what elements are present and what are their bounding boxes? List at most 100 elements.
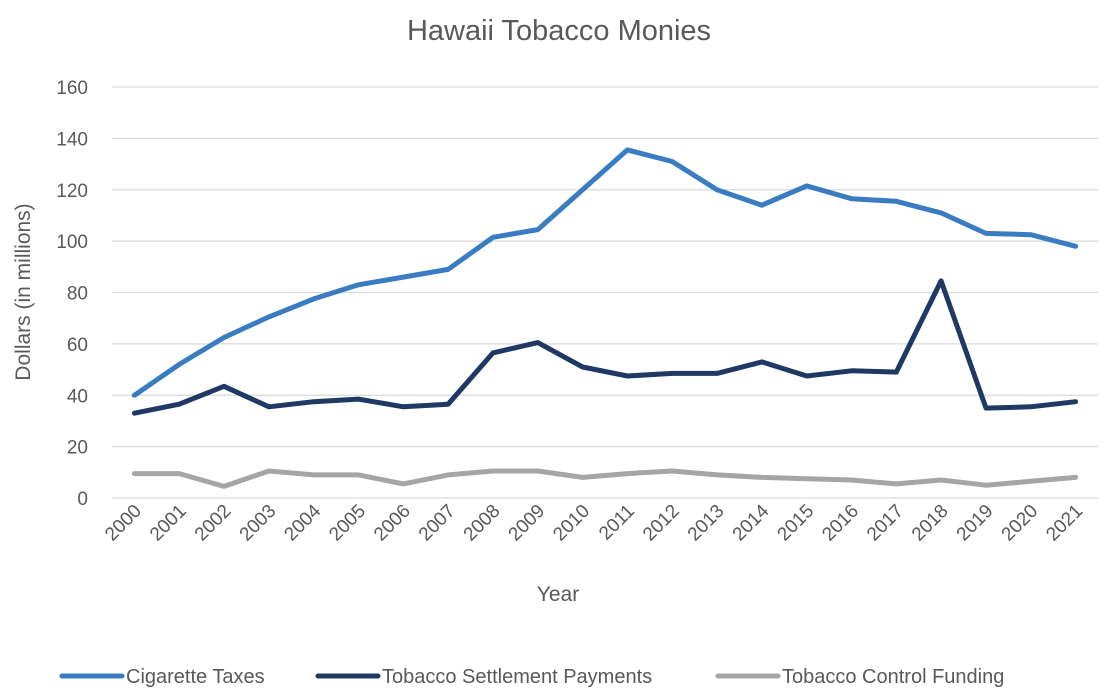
data-point bbox=[894, 481, 899, 486]
series-lines bbox=[131, 147, 1079, 489]
x-tick-label: 2016 bbox=[818, 501, 863, 546]
data-point bbox=[580, 364, 585, 369]
data-point bbox=[266, 469, 271, 474]
x-tick-label: 2009 bbox=[505, 501, 550, 546]
data-point bbox=[356, 397, 361, 402]
y-tick-label: 20 bbox=[67, 438, 88, 459]
x-tick-label: 2002 bbox=[191, 501, 236, 546]
x-tick-label: 2019 bbox=[953, 501, 998, 546]
y-tick-label: 40 bbox=[67, 386, 88, 407]
data-point bbox=[222, 384, 227, 389]
y-tick-label: 120 bbox=[56, 181, 88, 202]
data-point bbox=[849, 368, 854, 373]
data-point bbox=[804, 476, 809, 481]
data-point bbox=[401, 481, 406, 486]
data-point bbox=[311, 472, 316, 477]
data-point bbox=[670, 371, 675, 376]
y-tick-label: 140 bbox=[56, 129, 88, 150]
data-point bbox=[670, 159, 675, 164]
data-point bbox=[132, 393, 137, 398]
data-point bbox=[939, 210, 944, 215]
x-tick-label: 2006 bbox=[370, 501, 415, 546]
data-point bbox=[983, 231, 988, 236]
data-point bbox=[939, 278, 944, 283]
x-tick-label: 2004 bbox=[280, 500, 325, 545]
data-point bbox=[1028, 232, 1033, 237]
x-tick-label: 2007 bbox=[415, 501, 460, 546]
data-point bbox=[177, 402, 182, 407]
series-line-3 bbox=[131, 468, 1079, 489]
data-point bbox=[446, 472, 451, 477]
data-point bbox=[894, 199, 899, 204]
x-tick-label: 2000 bbox=[101, 501, 146, 546]
legend-label: Cigarette Taxes bbox=[126, 666, 265, 688]
x-tick-label: 2013 bbox=[684, 501, 729, 546]
data-point bbox=[401, 404, 406, 409]
x-tick-label: 2018 bbox=[908, 501, 953, 546]
data-point bbox=[177, 471, 182, 476]
gridlines bbox=[112, 86, 1098, 499]
y-tick-label: 60 bbox=[67, 335, 88, 356]
data-point bbox=[266, 314, 271, 319]
x-axis-ticks: 2000 2001 2002 2003 2004 2005 2006 2007 2008 2009… bbox=[101, 500, 1087, 545]
data-point bbox=[222, 335, 227, 340]
x-axis-label: Year bbox=[537, 583, 579, 606]
data-point bbox=[1028, 404, 1033, 409]
data-point bbox=[490, 235, 495, 240]
data-point bbox=[1073, 399, 1078, 404]
data-point bbox=[939, 478, 944, 483]
legend-label: Tobacco Control Funding bbox=[782, 666, 1004, 688]
data-point bbox=[983, 406, 988, 411]
data-point bbox=[1073, 475, 1078, 480]
data-point bbox=[132, 411, 137, 416]
x-tick-label: 2012 bbox=[639, 501, 684, 546]
data-point bbox=[715, 472, 720, 477]
data-point bbox=[804, 183, 809, 188]
data-point bbox=[266, 404, 271, 409]
data-point bbox=[849, 478, 854, 483]
legend: Cigarette Taxes Tobacco Settlement Paymen… bbox=[59, 666, 1004, 688]
data-point bbox=[983, 483, 988, 488]
data-point bbox=[401, 275, 406, 280]
data-point bbox=[804, 373, 809, 378]
data-point bbox=[715, 371, 720, 376]
series-line-1 bbox=[131, 147, 1079, 398]
x-tick-label: 2021 bbox=[1042, 501, 1087, 546]
data-point bbox=[849, 196, 854, 201]
x-tick-label: 2003 bbox=[236, 501, 281, 546]
y-tick-label: 100 bbox=[56, 232, 88, 253]
data-point bbox=[356, 472, 361, 477]
data-point bbox=[311, 399, 316, 404]
data-point bbox=[311, 296, 316, 301]
x-tick-label: 2005 bbox=[325, 501, 370, 546]
y-tick-label: 160 bbox=[56, 78, 88, 99]
data-point bbox=[580, 475, 585, 480]
data-point bbox=[356, 282, 361, 287]
x-tick-label: 2010 bbox=[549, 501, 594, 546]
data-point bbox=[715, 187, 720, 192]
data-point bbox=[132, 471, 137, 476]
data-point bbox=[580, 187, 585, 192]
data-point bbox=[222, 484, 227, 489]
x-tick-label: 2011 bbox=[595, 501, 639, 545]
data-point bbox=[1028, 479, 1033, 484]
data-point bbox=[759, 203, 764, 208]
y-tick-label: 0 bbox=[77, 489, 88, 510]
data-point bbox=[625, 471, 630, 476]
x-tick-label: 2001 bbox=[146, 501, 191, 546]
data-point bbox=[670, 469, 675, 474]
data-point bbox=[446, 402, 451, 407]
data-point bbox=[490, 469, 495, 474]
data-point bbox=[625, 147, 630, 152]
data-point bbox=[535, 227, 540, 232]
data-point bbox=[446, 267, 451, 272]
x-tick-label: 2015 bbox=[773, 501, 818, 546]
x-tick-label: 2020 bbox=[998, 501, 1043, 546]
data-point bbox=[1073, 244, 1078, 249]
data-point bbox=[535, 469, 540, 474]
series-line-2 bbox=[131, 278, 1079, 416]
data-point bbox=[625, 373, 630, 378]
legend-label: Tobacco Settlement Payments bbox=[382, 666, 652, 688]
data-point bbox=[759, 475, 764, 480]
